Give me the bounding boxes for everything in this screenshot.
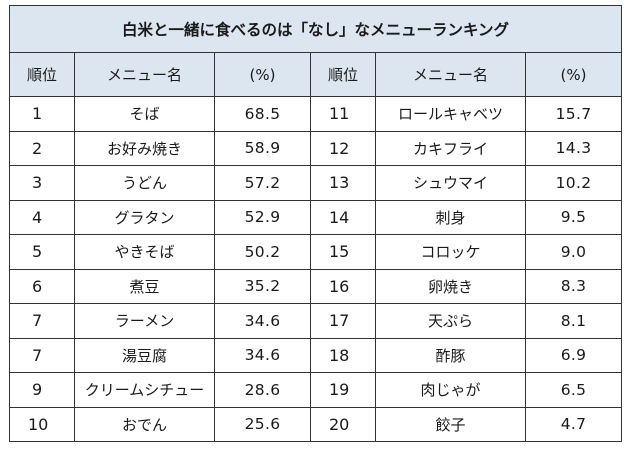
- rank-cell: 7: [9, 337, 75, 373]
- menu-name-cell: 煮豆: [74, 268, 215, 304]
- percent-cell: 4.7: [524, 406, 623, 442]
- menu-name-cell: 肉じゃが: [375, 372, 526, 408]
- menu-name-cell: シュウマイ: [375, 165, 526, 201]
- rank-cell: 11: [310, 96, 376, 132]
- percent-cell: 35.2: [214, 268, 311, 304]
- menu-name-cell: おでん: [74, 406, 215, 442]
- percent-cell: 57.2: [214, 165, 311, 201]
- header-percent-left: (%): [214, 52, 311, 97]
- ranking-table: 白米と一緒に食べるのは「なし」なメニューランキング 順位 メニュー名 (%) 順…: [8, 5, 623, 442]
- menu-name-cell: 天ぷら: [375, 303, 526, 339]
- table-row: 10 おでん 25.6 20 餃子 4.7: [9, 406, 623, 442]
- percent-cell: 25.6: [214, 406, 311, 442]
- percent-cell: 9.0: [524, 234, 623, 270]
- rank-cell: 13: [310, 165, 376, 201]
- percent-cell: 6.5: [524, 372, 623, 408]
- menu-name-cell: お好み焼き: [74, 130, 215, 166]
- menu-name-cell: グラタン: [74, 199, 215, 235]
- menu-name-cell: ロールキャベツ: [375, 96, 526, 132]
- table-row: 2 お好み焼き 58.9 12 カキフライ 14.3: [9, 130, 623, 166]
- rank-cell: 20: [310, 406, 376, 442]
- title-row: 白米と一緒に食べるのは「なし」なメニューランキング: [8, 5, 623, 53]
- header-rank-right: 順位: [310, 52, 376, 97]
- rank-cell: 9: [9, 372, 75, 408]
- rank-cell: 14: [310, 199, 376, 235]
- percent-cell: 50.2: [214, 234, 311, 270]
- menu-name-cell: ラーメン: [74, 303, 215, 339]
- percent-cell: 52.9: [214, 199, 311, 235]
- menu-name-cell: カキフライ: [375, 130, 526, 166]
- rank-cell: 7: [9, 303, 75, 339]
- menu-name-cell: 餃子: [375, 406, 526, 442]
- header-rank-left: 順位: [9, 52, 75, 97]
- percent-cell: 15.7: [524, 96, 623, 132]
- rank-cell: 4: [9, 199, 75, 235]
- rank-cell: 1: [9, 96, 75, 132]
- header-percent-right: (%): [524, 52, 623, 97]
- percent-cell: 6.9: [524, 337, 623, 373]
- rank-cell: 16: [310, 268, 376, 304]
- percent-cell: 34.6: [214, 303, 311, 339]
- menu-name-cell: 刺身: [375, 199, 526, 235]
- table-row: 5 やきそば 50.2 15 コロッケ 9.0: [9, 234, 623, 270]
- menu-name-cell: 酢豚: [375, 337, 526, 373]
- percent-cell: 68.5: [214, 96, 311, 132]
- rank-cell: 19: [310, 372, 376, 408]
- table-row: 3 うどん 57.2 13 シュウマイ 10.2: [9, 165, 623, 201]
- rank-cell: 5: [9, 234, 75, 270]
- percent-cell: 8.3: [524, 268, 623, 304]
- rank-cell: 15: [310, 234, 376, 270]
- table-row: 1 そば 68.5 11 ロールキャベツ 15.7: [9, 96, 623, 132]
- header-menu-right: メニュー名: [375, 52, 526, 97]
- menu-name-cell: そば: [74, 96, 215, 132]
- menu-name-cell: 卵焼き: [375, 268, 526, 304]
- rank-cell: 12: [310, 130, 376, 166]
- percent-cell: 14.3: [524, 130, 623, 166]
- header-row: 順位 メニュー名 (%) 順位 メニュー名 (%): [9, 52, 623, 97]
- menu-name-cell: うどん: [74, 165, 215, 201]
- percent-cell: 58.9: [214, 130, 311, 166]
- table-row: 7 湯豆腐 34.6 18 酢豚 6.9: [9, 337, 623, 373]
- header-menu-left: メニュー名: [74, 52, 215, 97]
- rank-cell: 2: [9, 130, 75, 166]
- menu-name-cell: やきそば: [74, 234, 215, 270]
- rank-cell: 10: [9, 406, 75, 442]
- table-row: 6 煮豆 35.2 16 卵焼き 8.3: [9, 268, 623, 304]
- table-row: 9 クリームシチュー 28.6 19 肉じゃが 6.5: [9, 372, 623, 408]
- percent-cell: 9.5: [524, 199, 623, 235]
- percent-cell: 10.2: [524, 165, 623, 201]
- table-row: 7 ラーメン 34.6 17 天ぷら 8.1: [9, 303, 623, 339]
- menu-name-cell: 湯豆腐: [74, 337, 215, 373]
- table-title: 白米と一緒に食べるのは「なし」なメニューランキング: [8, 5, 623, 53]
- percent-cell: 28.6: [214, 372, 311, 408]
- rank-cell: 6: [9, 268, 75, 304]
- rank-cell: 3: [9, 165, 75, 201]
- table-body: 1 そば 68.5 11 ロールキャベツ 15.7 2 お好み焼き 58.9 1…: [9, 96, 623, 442]
- menu-name-cell: クリームシチュー: [74, 372, 215, 408]
- menu-name-cell: コロッケ: [375, 234, 526, 270]
- table-row: 4 グラタン 52.9 14 刺身 9.5: [9, 199, 623, 235]
- rank-cell: 18: [310, 337, 376, 373]
- percent-cell: 34.6: [214, 337, 311, 373]
- rank-cell: 17: [310, 303, 376, 339]
- percent-cell: 8.1: [524, 303, 623, 339]
